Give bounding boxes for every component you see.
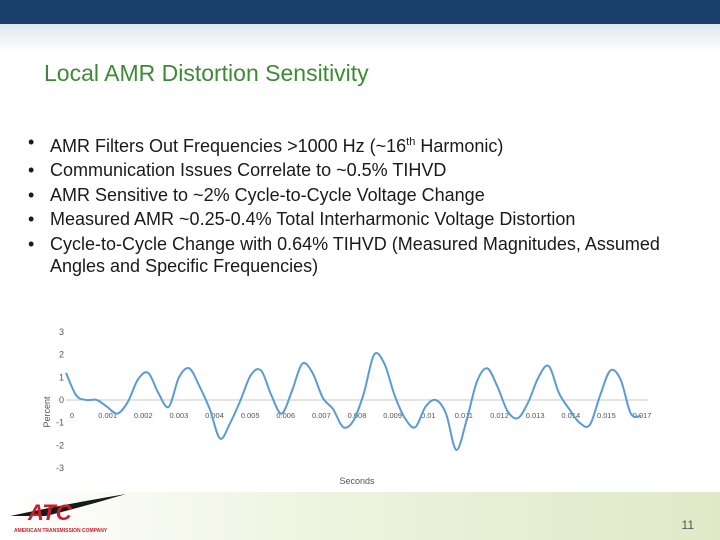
x-tick-label: 0.003 <box>169 411 188 420</box>
top-bar <box>0 0 720 24</box>
bullet-item: • Measured AMR ~0.25-0.4% Total Interhar… <box>24 208 664 230</box>
y-tick-label: 3 <box>59 327 64 337</box>
page-number: 11 <box>681 518 694 532</box>
bullet-list: • AMR Filters Out Frequencies >1000 Hz (… <box>24 131 664 277</box>
y-tick-label: 2 <box>59 350 64 360</box>
bullet-text: Communication Issues Correlate to ~0.5% … <box>50 160 447 181</box>
x-tick-label: 0.017 <box>633 411 652 420</box>
x-tick-label: 0.004 <box>205 411 224 420</box>
bullet-superscript: th <box>406 136 416 148</box>
bullet-text-after: Harmonic) <box>415 136 504 156</box>
y-tick-label: 1 <box>59 372 64 382</box>
x-axis-label: Seconds <box>339 476 375 486</box>
y-tick-label: -3 <box>56 463 64 473</box>
bullet-dot: • <box>28 209 35 230</box>
x-tick-label: 0.001 <box>98 411 117 420</box>
bullet-text: AMR Filters Out Frequencies >1000 Hz (~1… <box>50 136 407 156</box>
chart-panel: 3 2 1 0 -1 -2 -3 0 0.001 0.002 0.003 0.004 0.005 0.00… <box>36 318 682 492</box>
line-chart: 3 2 1 0 -1 -2 -3 0 0.001 0.002 0.003 0.004 0.005 0.00… <box>42 327 652 486</box>
bullet-dot: • <box>28 184 35 205</box>
x-tick-label: 0.012 <box>490 411 509 420</box>
x-tick-label: 0.006 <box>276 411 295 420</box>
logo-letters: ATC <box>27 500 73 525</box>
bullet-text: AMR Sensitive to ~2% Cycle-to-Cycle Volt… <box>50 184 485 205</box>
y-axis-label: Percent <box>42 396 52 428</box>
y-tick-label: -1 <box>56 418 64 428</box>
series-line <box>65 352 642 451</box>
bullet-item: • Communication Issues Correlate to ~0.5… <box>24 159 664 181</box>
x-tick-label: 0.002 <box>134 411 153 420</box>
bullet-item: • Cycle-to-Cycle Change with 0.64% TIHVD… <box>24 233 664 278</box>
x-tick-label: 0.007 <box>312 411 331 420</box>
y-tick-label: 0 <box>59 395 64 405</box>
logo-company-name: AMERICAN TRANSMISSION COMPANY <box>14 528 108 534</box>
header-gradient <box>0 24 720 52</box>
x-tick-label: 0.005 <box>241 411 260 420</box>
x-tick-label: 0.015 <box>597 411 616 420</box>
x-tick-label: 0.011 <box>455 411 473 420</box>
footer-gradient <box>0 492 720 540</box>
bullet-dot: • <box>28 160 35 181</box>
atc-logo: ATC AMERICAN TRANSMISSION COMPANY <box>10 494 126 534</box>
bullet-dot: • <box>28 132 35 152</box>
x-tick-label: 0.014 <box>561 411 580 420</box>
x-tick-label: 0 <box>70 411 74 420</box>
y-tick-label: -2 <box>56 440 64 450</box>
slide-title: Local AMR Distortion Sensitivity <box>44 60 369 86</box>
bullet-dot: • <box>28 233 35 254</box>
bullet-item: • AMR Filters Out Frequencies >1000 Hz (… <box>24 131 664 157</box>
bullet-item: • AMR Sensitive to ~2% Cycle-to-Cycle Vo… <box>24 184 664 206</box>
x-tick-label: 0.013 <box>526 411 545 420</box>
x-tick-label: 0.01 <box>421 411 436 420</box>
bullet-text: Cycle-to-Cycle Change with 0.64% TIHVD (… <box>50 233 660 277</box>
x-tick-label: 0.009 <box>383 411 402 420</box>
bullet-text: Measured AMR ~0.25-0.4% Total Interharmo… <box>50 209 576 230</box>
